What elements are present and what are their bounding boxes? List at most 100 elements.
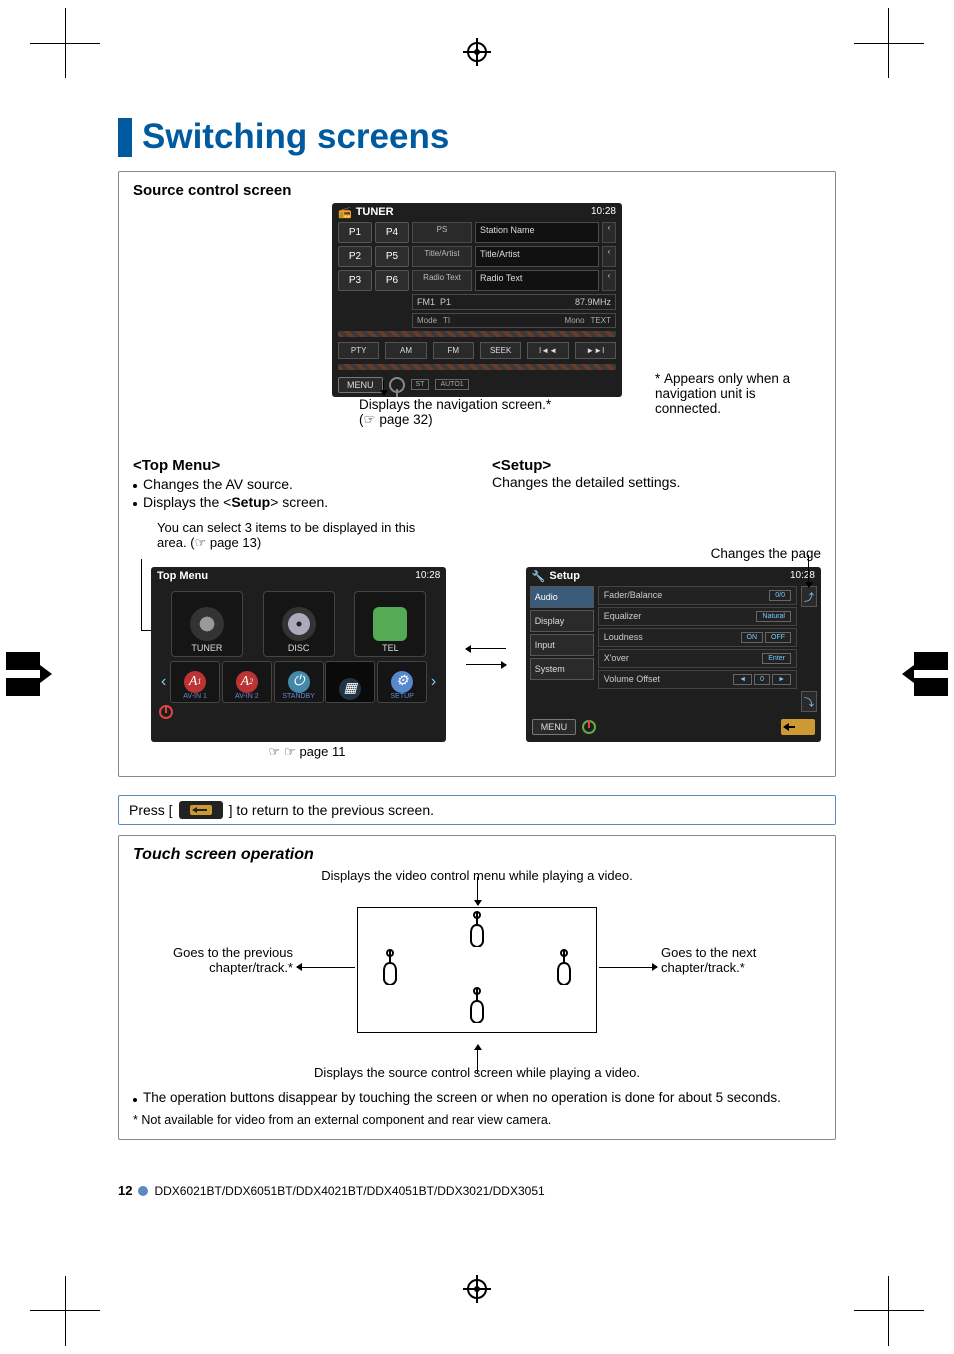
ti-btn: TI (443, 316, 450, 325)
footer-models: DDX6021BT/DDX6051BT/DDX4021BT/DDX4051BT/… (154, 1184, 544, 1198)
prev-button: I◄◄ (527, 342, 568, 359)
preset-p1: P1 (338, 222, 372, 243)
footer-dot-icon (138, 1186, 148, 1196)
setup-tab-audio: Audio (530, 586, 594, 608)
scroll-btn: ‹ (602, 222, 616, 243)
preset-p4: P4 (375, 222, 409, 243)
scroll-up-icon: ⤴ (801, 586, 817, 607)
arrow-left (466, 648, 506, 649)
page-number: 12 (118, 1183, 132, 1198)
source-control-box: Source control screen 📻TUNER 10:28 P1 P4… (118, 171, 836, 777)
callout-line (477, 877, 478, 905)
registration-side-left (6, 652, 40, 696)
arrow-right (466, 664, 506, 665)
preset-p6: P6 (375, 270, 409, 291)
chevron-right-icon: › (429, 673, 438, 691)
tuner-preset-sel: P1 (440, 297, 451, 307)
crop-mark (30, 8, 100, 78)
press-back-note: Press [ ] to return to the previous scre… (118, 795, 836, 825)
tuner-screenshot: 📻TUNER 10:28 P1 P4 PS Station Name ‹ P2 … (332, 203, 622, 397)
topmenu-screenshot: Top Menu 10:28 TUNER DISC TEL ‹ A1AV-IN … (151, 567, 446, 742)
touch-asterisk-note: * Not available for video from an extern… (133, 1113, 821, 1127)
pty-button: PTY (338, 342, 379, 359)
topmenu-bullet-1: Changes the AV source. (143, 476, 293, 492)
preset-p5: P5 (375, 246, 409, 267)
menu-button: MENU (338, 377, 383, 393)
setup-item-fader: Fader/Balance0/0 (598, 586, 797, 605)
tuner-band: FM1 (417, 297, 435, 307)
tile-setup: ⚙SETUP (377, 661, 427, 703)
rt-label: Radio Text (412, 270, 472, 291)
callout-line (141, 559, 142, 631)
setup-item-eq: EqualizerNatural (598, 607, 797, 626)
registration-side-right (914, 652, 948, 696)
topmenu-title: Top Menu (157, 570, 208, 582)
setup-clock: 10:28 (790, 570, 815, 581)
callout-line (383, 381, 384, 395)
am-button: AM (385, 342, 426, 359)
tile-avin1: A1AV-IN 1 (170, 661, 220, 703)
setup-title: Setup (549, 570, 580, 582)
scroll-btn: ‹ (602, 246, 616, 267)
tile-avin2: A2AV-IN 2 (222, 661, 272, 703)
tile-disc: DISC (263, 591, 335, 657)
back-icon (781, 719, 815, 735)
setup-screenshot: 🔧Setup 10:28 Audio Display Input System … (526, 567, 821, 742)
touch-left-label: Goes to the previous chapter/track.* (153, 945, 293, 975)
crop-mark (30, 1276, 100, 1346)
registration-mark-top (463, 38, 491, 66)
touch-hand-icon (375, 949, 405, 985)
registration-mark-bottom (463, 1275, 491, 1303)
power-icon (159, 705, 173, 719)
tile-blank: ▦ (325, 661, 375, 703)
page-title: Switching screens (118, 118, 836, 157)
chevron-left-icon: ‹ (159, 673, 168, 691)
setup-tab-input: Input (530, 634, 594, 656)
setup-heading: <Setup> (492, 457, 821, 474)
mode-btn: Mode (417, 316, 437, 325)
scroll-btn: ‹ (602, 270, 616, 291)
callout-line (477, 1045, 478, 1073)
rt-value: Radio Text (475, 270, 599, 291)
page-footer: 12 DDX6021BT/DDX6051BT/DDX4021BT/DDX4051… (118, 1183, 545, 1198)
back-key-icon (179, 801, 223, 819)
touch-hand-icon (462, 987, 492, 1023)
video-touch-diagram (327, 889, 627, 1059)
seek-button: SEEK (480, 342, 521, 359)
touch-hand-icon (549, 949, 579, 985)
preset-p2: P2 (338, 246, 372, 267)
topmenu-heading: <Top Menu> (133, 457, 462, 474)
fm-button: FM (433, 342, 474, 359)
preset-p3: P3 (338, 270, 372, 291)
callout-line (808, 555, 809, 587)
st-pill: ST (411, 379, 430, 390)
touch-operation-box: Touch screen operation Displays the vide… (118, 835, 836, 1140)
tuner-freq: 87.9MHz (575, 297, 611, 307)
setup-item-voloffset: Volume Offset◄0► (598, 670, 797, 689)
topmenu-clock: 10:28 (415, 570, 440, 581)
selectable-note: You can select 3 items to be displayed i… (157, 520, 437, 551)
asterisk-note: * Appears only when a navigation unit is… (655, 371, 825, 416)
topmenu-bullet-2: Displays the <Setup> screen. (143, 494, 328, 510)
source-control-heading: Source control screen (133, 182, 821, 199)
auto-pill: AUTO1 (435, 379, 468, 390)
setup-column: <Setup> Changes the detailed settings. C… (492, 457, 821, 561)
nav-icon (389, 377, 405, 393)
setup-menu-button: MENU (532, 719, 577, 735)
nav-caption: Displays the navigation screen.* (☞ page… (359, 397, 551, 428)
tile-tuner: TUNER (171, 591, 243, 657)
tuner-clock: 10:28 (591, 206, 616, 217)
ps-value: Station Name (475, 222, 599, 243)
touch-right-label: Goes to the next chapter/track.* (661, 945, 801, 975)
setup-item-loudness: LoudnessONOFF (598, 628, 797, 647)
page-title-text: Switching screens (142, 118, 449, 157)
power-icon (582, 720, 596, 734)
callout-line (297, 967, 355, 968)
changes-page-label: Changes the page (492, 546, 821, 561)
scroll-down-icon: ⤵ (801, 691, 817, 712)
tile-standby: ⏻STANDBY (274, 661, 324, 703)
touch-hand-icon (462, 911, 492, 947)
touch-bullet: The operation buttons disappear by touch… (143, 1090, 781, 1105)
topmenu-column: <Top Menu> Changes the AV source. Displa… (133, 457, 462, 561)
touch-heading: Touch screen operation (133, 846, 821, 864)
